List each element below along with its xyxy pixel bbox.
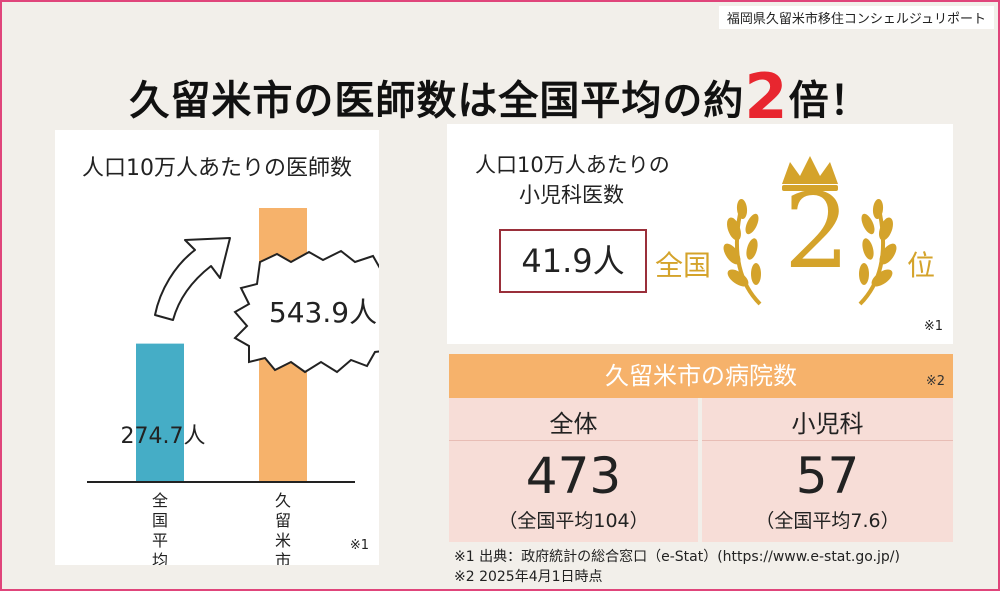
hospitals-title: 久留米市の病院数: [449, 354, 953, 398]
pediatric-panel: 人口10万人あたりの 小児科医数 41.9人 全国: [447, 124, 953, 344]
category-label-0: 全国平均: [152, 491, 168, 565]
value-label-1: 543.9人: [269, 296, 377, 329]
pediatric-note: ※1: [923, 319, 943, 334]
hospitals-col-pediatric: 小児科 57 （全国平均7.6）: [702, 398, 953, 542]
credit-label: 福岡県久留米市移住コンシェルジュリポート: [718, 6, 994, 29]
category-label-1: 久留米市: [275, 491, 291, 565]
up-arrow-icon: [154, 237, 231, 321]
col-divider: [702, 440, 953, 441]
doctors-chart-panel: 人口10万人あたりの医師数 全国平均 久留米市 274.7人 543.9人 ※1: [55, 130, 379, 565]
bar-0: [136, 343, 184, 482]
col-value: 473: [525, 447, 622, 505]
rank-prefix: 全国: [655, 249, 712, 282]
doctors-bar-chart: 全国平均 久留米市 274.7人 543.9人: [87, 208, 379, 565]
hospitals-col-total: 全体 473 （全国平均104）: [449, 398, 698, 542]
col-divider: [449, 440, 698, 441]
headline-highlight: 2: [744, 60, 789, 133]
rank-suffix: 位: [907, 249, 936, 282]
hospitals-note: ※2: [925, 374, 945, 389]
chart-note: ※1: [349, 538, 369, 553]
col-label: 小児科: [791, 410, 864, 438]
col-value: 57: [795, 447, 860, 505]
pediatric-title-line1: 人口10万人あたりの: [475, 153, 670, 177]
footnote-1: ※1 出典：政府統計の総合窓口（e-Stat）(https://www.e-st…: [454, 549, 900, 565]
value-label-0: 274.7人: [121, 424, 206, 449]
pediatric-title: 人口10万人あたりの 小児科医数: [475, 150, 670, 210]
footnote-2: ※2 2025年4月1日時点: [454, 569, 603, 585]
laurel-crown-icon: [723, 156, 897, 306]
value-bubble: [233, 249, 379, 374]
col-label: 全体: [549, 410, 598, 438]
col-average: （全国平均104）: [498, 510, 649, 532]
chart-title: 人口10万人あたりの医師数: [82, 156, 352, 181]
pediatric-value: 41.9人: [499, 229, 647, 293]
pediatric-title-line2: 小児科医数: [519, 183, 624, 207]
hospitals-table: 久留米市の病院数 ※2 全体 473 （全国平均104） 小児科 57 （全国平…: [449, 354, 953, 542]
headline: 久留米市の医師数は全国平均の約2倍！: [2, 60, 998, 133]
footnotes: ※1 出典：政府統計の総合窓口（e-Stat）(https://www.e-st…: [454, 547, 900, 587]
headline-text: 久留米市の医師数は全国平均の約: [129, 78, 745, 124]
rank-number: 2: [783, 170, 851, 292]
headline-suffix: 倍！: [788, 78, 871, 124]
col-average: （全国平均7.6）: [755, 510, 900, 532]
